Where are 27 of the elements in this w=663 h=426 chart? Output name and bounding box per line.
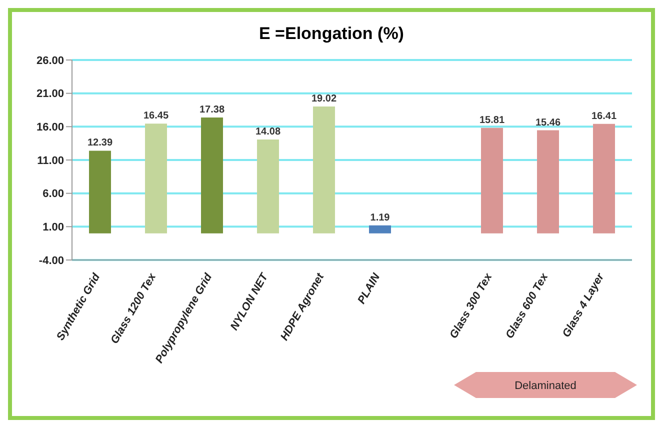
data-label: 1.19 [370, 212, 390, 224]
bar [593, 124, 615, 234]
data-label: 12.39 [87, 138, 113, 149]
data-label: 17.38 [199, 104, 225, 116]
data-label: 14.08 [255, 126, 281, 138]
y-tick-label: 11.00 [37, 154, 64, 167]
bar [537, 130, 559, 234]
chart-title: E =Elongation (%) [258, 24, 405, 44]
double-arrow: Delaminated [454, 372, 637, 398]
data-label: 19.02 [311, 94, 337, 105]
bar [257, 139, 279, 234]
data-label: 15.81 [479, 114, 505, 126]
y-tick-label: 1.00 [42, 222, 64, 234]
bar [313, 106, 335, 234]
y-tick-label: 26.00 [36, 54, 64, 67]
y-tick-label: 21.00 [36, 88, 64, 100]
y-tick-label: -4.00 [38, 254, 64, 267]
y-tick-label: 16.00 [36, 122, 64, 134]
y-tick-label: 6.00 [42, 188, 64, 200]
bar [89, 150, 111, 234]
bar [201, 117, 223, 234]
data-label: 16.45 [143, 110, 169, 122]
data-label: 15.46 [535, 117, 561, 128]
bar [145, 124, 167, 234]
bar [481, 128, 503, 234]
data-label: 16.41 [591, 110, 617, 122]
bar [369, 225, 391, 234]
